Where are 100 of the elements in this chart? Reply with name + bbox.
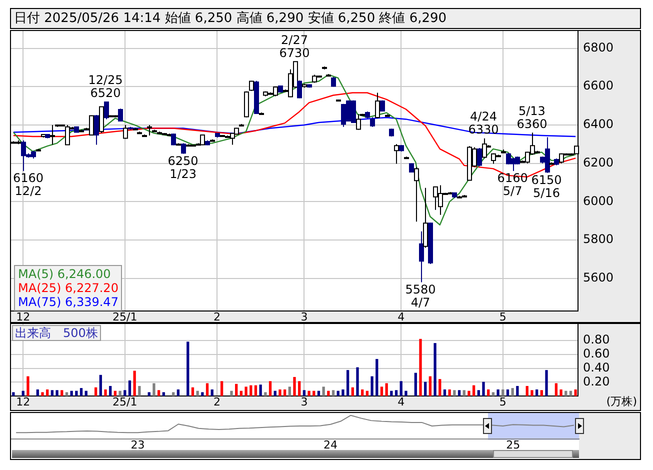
bar bbox=[138, 386, 141, 396]
bar bbox=[468, 390, 470, 396]
y-tick-label: 0.80 bbox=[583, 332, 610, 347]
bar bbox=[278, 389, 282, 396]
x-tick-label: 25 bbox=[506, 438, 520, 452]
bar bbox=[366, 390, 369, 396]
bar bbox=[288, 386, 291, 396]
bar bbox=[114, 390, 117, 396]
bar bbox=[385, 383, 388, 396]
bar bbox=[235, 384, 238, 396]
bar bbox=[458, 390, 461, 396]
x-tick-label: 25/1 bbox=[112, 310, 138, 324]
bar bbox=[438, 379, 442, 396]
annotation: 出来高 500株 bbox=[12, 325, 101, 341]
bar bbox=[424, 382, 427, 396]
x-tick-label: 3 bbox=[300, 395, 308, 408]
bar bbox=[41, 392, 44, 396]
bar bbox=[104, 389, 107, 396]
bar bbox=[361, 389, 364, 396]
x-tick-label: 4 bbox=[398, 395, 405, 408]
bar bbox=[50, 390, 54, 396]
bar bbox=[390, 390, 393, 396]
bar bbox=[109, 386, 112, 396]
bar bbox=[443, 389, 446, 396]
bar bbox=[60, 390, 64, 396]
bar bbox=[554, 383, 558, 396]
bar bbox=[254, 385, 258, 396]
x-tick-label: 5 bbox=[499, 310, 506, 324]
bar bbox=[346, 370, 350, 396]
bar bbox=[419, 338, 422, 396]
bar bbox=[172, 392, 175, 396]
x-tick-label: 12 bbox=[16, 310, 30, 324]
bar bbox=[283, 389, 286, 396]
bar bbox=[322, 386, 325, 396]
y-tick-label: 6600 bbox=[583, 78, 614, 93]
bar bbox=[80, 388, 83, 396]
bar bbox=[560, 389, 562, 396]
bar bbox=[293, 376, 296, 396]
annotation: 12/25 6520 bbox=[88, 73, 123, 100]
bar bbox=[302, 390, 306, 396]
bar bbox=[545, 370, 548, 396]
y-tick-label: 0.60 bbox=[583, 346, 610, 361]
bar bbox=[492, 392, 495, 396]
bar bbox=[206, 383, 209, 396]
text: MA(25) 6,227.20 bbox=[18, 281, 118, 295]
annotation: 5580 4/7 bbox=[405, 282, 436, 310]
bar bbox=[453, 390, 456, 396]
bar bbox=[240, 390, 243, 396]
bar bbox=[191, 387, 194, 396]
bar bbox=[506, 389, 510, 396]
bar bbox=[327, 390, 330, 396]
bar bbox=[414, 372, 417, 396]
annotation: 2/27 6730 bbox=[279, 32, 310, 60]
bar bbox=[540, 390, 543, 396]
bar bbox=[574, 389, 577, 396]
x-tick-label: 2 bbox=[213, 395, 220, 408]
bar bbox=[462, 390, 466, 396]
bar bbox=[370, 376, 374, 396]
text: MA(5) 6,246.00 bbox=[18, 267, 112, 281]
bar bbox=[201, 392, 204, 396]
bar bbox=[94, 387, 98, 396]
bar bbox=[569, 390, 572, 396]
bar bbox=[298, 381, 301, 396]
bar bbox=[268, 381, 272, 396]
y-tick-label: 6400 bbox=[583, 117, 614, 132]
bar bbox=[128, 380, 132, 396]
bar bbox=[220, 381, 224, 396]
text: MA(75) 6,339.47 bbox=[18, 295, 118, 309]
bar bbox=[380, 386, 384, 396]
bar bbox=[36, 389, 39, 396]
bar bbox=[84, 390, 88, 396]
bar bbox=[157, 390, 160, 396]
bar bbox=[264, 392, 267, 396]
bar bbox=[56, 390, 58, 396]
y-tick-label: 5800 bbox=[583, 232, 614, 246]
y-tick-label: 6200 bbox=[583, 155, 614, 170]
bar bbox=[516, 386, 519, 396]
x-tick-label: 12 bbox=[16, 395, 30, 408]
bar bbox=[376, 358, 378, 396]
y-tick-label: 0.20 bbox=[583, 374, 610, 388]
bar bbox=[477, 390, 480, 396]
bar bbox=[12, 392, 15, 396]
x-tick-label: 2 bbox=[213, 310, 220, 324]
bar bbox=[162, 392, 165, 396]
x-tick-label: 23 bbox=[130, 438, 145, 452]
bar bbox=[487, 389, 490, 396]
bar bbox=[530, 390, 534, 396]
bar bbox=[332, 390, 335, 396]
bar bbox=[472, 385, 476, 396]
bar bbox=[274, 390, 276, 396]
x-tick-label: 3 bbox=[300, 310, 308, 324]
bar bbox=[259, 384, 262, 396]
bar bbox=[448, 389, 451, 396]
bar bbox=[46, 389, 49, 396]
bar bbox=[308, 390, 310, 396]
annotation: 6160 12/2 bbox=[12, 171, 44, 198]
y-axis-title: (万株) bbox=[606, 394, 637, 409]
bar bbox=[65, 392, 68, 396]
bar bbox=[317, 390, 320, 396]
bar bbox=[26, 376, 30, 396]
